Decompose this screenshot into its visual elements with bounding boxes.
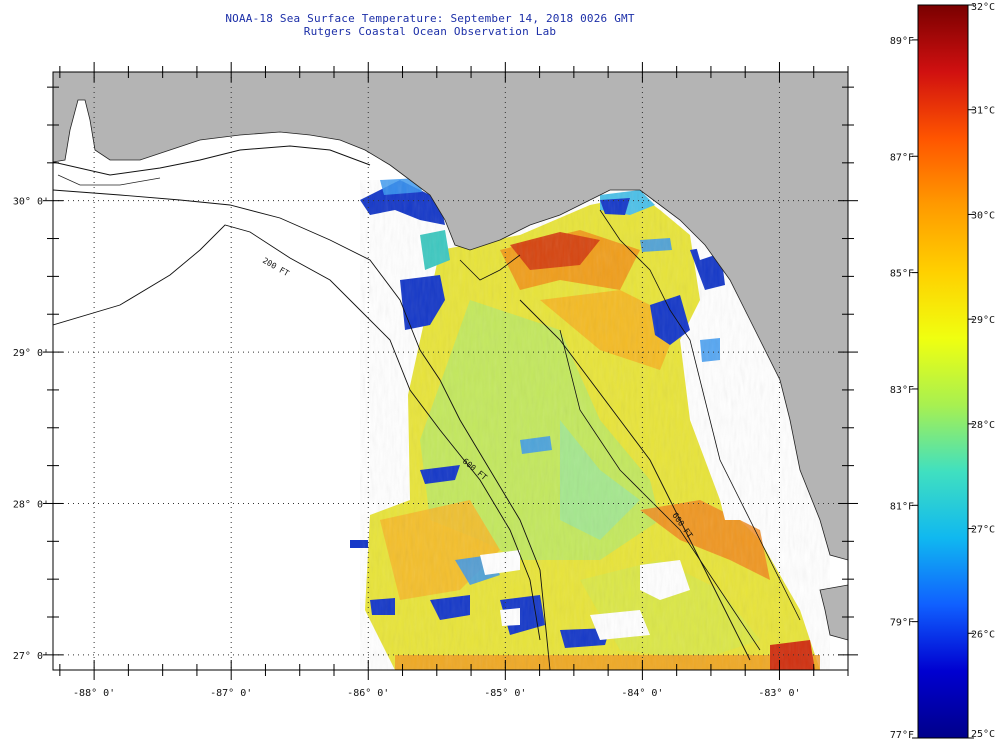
- colorbar-label-celsius: 28°C: [971, 420, 995, 431]
- lat-label: 28° 0': [13, 499, 49, 510]
- lat-label: 27° 0': [13, 651, 49, 662]
- map-subtitle: Rutgers Coastal Ocean Observation Lab: [303, 25, 557, 38]
- lon-label: -87° 0': [210, 688, 252, 699]
- lat-label: 30° 0': [13, 197, 49, 208]
- colorbar-label-fahrenheit: 85°F: [890, 269, 914, 280]
- colorbar-label-celsius: 30°C: [971, 210, 995, 221]
- colorbar-label-celsius: 31°C: [971, 106, 995, 117]
- lon-label: -84° 0': [621, 688, 663, 699]
- colorbar-label-celsius: 26°C: [971, 629, 995, 640]
- isobath-200ft: [53, 189, 551, 670]
- isobath-600ft: [53, 224, 541, 641]
- lon-label: -86° 0': [347, 688, 389, 699]
- color-bar: 32°C 31°C 30°C 29°C 28°C 27°C 26°C 25°C 89°F 87°…: [890, 2, 995, 741]
- colorbar-label-fahrenheit: 87°F: [890, 152, 914, 163]
- colorbar-label-fahrenheit: 83°F: [890, 385, 914, 396]
- colorbar-label-fahrenheit: 79°F: [890, 618, 914, 629]
- colorbar-label-celsius: 29°C: [971, 315, 995, 326]
- lon-label: -83° 0': [758, 688, 800, 699]
- longitude-labels: -88° 0' -87° 0' -86° 0' -85° 0' -84° 0' -83° …: [73, 688, 801, 699]
- color-bar-ticks: [912, 4, 974, 739]
- colorbar-label-fahrenheit: 81°F: [890, 501, 914, 512]
- map-frame: [52, 71, 849, 671]
- colorbar-label-fahrenheit: 89°F: [890, 36, 914, 47]
- colorbar-label-fahrenheit: 77°F: [890, 730, 914, 741]
- color-bar-celsius-labels: 32°C 31°C 30°C 29°C 28°C 27°C 26°C 25°C: [971, 2, 995, 740]
- isobaths: [53, 189, 751, 670]
- map-title: NOAA-18 Sea Surface Temperature: Septemb…: [225, 12, 635, 25]
- colorbar-label-celsius: 32°C: [971, 2, 995, 13]
- map-ticks: [43, 62, 858, 680]
- colorbar-label-celsius: 27°C: [971, 525, 995, 536]
- color-bar-gradient: [917, 4, 969, 739]
- latitude-labels: 30° 0' 29° 0' 28° 0' 27° 0': [13, 197, 49, 662]
- lat-label: 29° 0': [13, 348, 49, 359]
- color-bar-fahrenheit-labels: 89°F 87°F 85°F 83°F 81°F 79°F 77°F: [890, 36, 914, 741]
- lon-label: -85° 0': [484, 688, 526, 699]
- land: [53, 72, 848, 641]
- coastline-details: [459, 209, 801, 651]
- lon-label: -88° 0': [73, 688, 115, 699]
- colorbar-label-celsius: 25°C: [971, 729, 995, 740]
- isobath-shelf: [519, 299, 751, 661]
